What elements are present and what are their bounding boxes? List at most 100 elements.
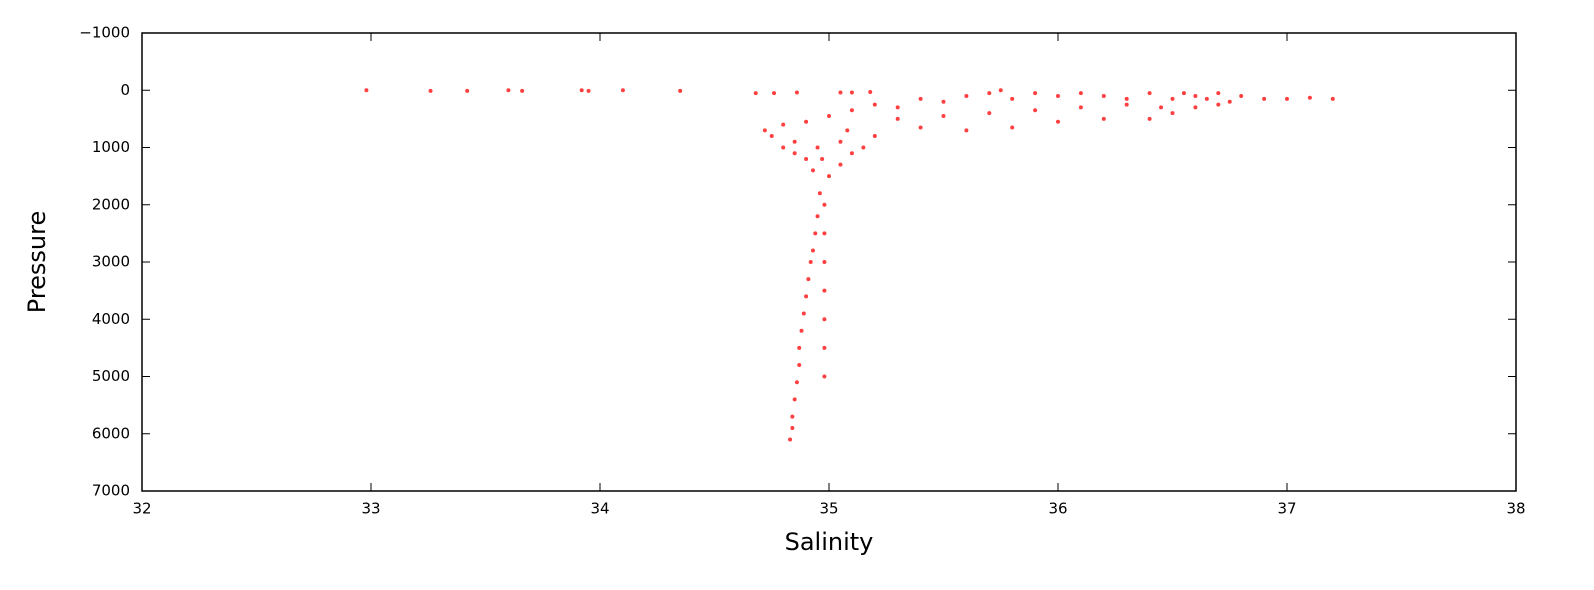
point [797,345,802,350]
point [769,134,774,139]
point [579,88,584,93]
point [838,139,843,144]
point [810,168,815,173]
point [1170,111,1175,116]
y-tick-label: 1000 [92,138,130,156]
point [964,93,969,98]
point [428,88,433,93]
point [918,96,923,101]
point [1010,96,1015,101]
point [1181,91,1186,96]
point [849,90,854,95]
y-tick-label: 2000 [92,195,130,213]
point [820,156,825,161]
point [815,145,820,150]
point [506,88,511,93]
point [794,380,799,385]
point [1101,93,1106,98]
point [1216,102,1221,107]
point [964,128,969,133]
point [753,91,758,96]
y-tick-label: −1000 [79,24,130,42]
point [790,426,795,431]
point [790,414,795,419]
point [1330,96,1335,101]
y-tick-label: 0 [120,81,130,99]
point [1193,93,1198,98]
point [804,156,809,161]
point [838,90,843,95]
point [1170,96,1175,101]
point [801,311,806,316]
point [1193,105,1198,110]
point [918,125,923,130]
point [827,114,831,119]
point [838,162,843,167]
y-tick-label: 6000 [92,424,130,442]
point [822,260,827,264]
point [808,260,813,264]
point [781,122,786,127]
y-tick-label: 5000 [92,367,130,385]
point [1056,93,1060,98]
point [794,90,799,95]
point [827,174,831,179]
point [792,139,797,144]
point [822,374,827,379]
point [1033,91,1038,96]
point [1239,93,1244,98]
x-tick-label: 37 [1277,500,1296,518]
point [520,88,525,93]
point [941,114,946,119]
point [586,88,591,93]
point [1033,108,1038,113]
point [813,231,818,236]
point [998,88,1003,93]
point [822,202,827,207]
y-tick-label: 4000 [92,310,130,328]
y-axis-title: Pressure [23,211,51,313]
point [868,89,873,94]
point [806,277,811,282]
point [1101,116,1106,121]
point [799,328,804,333]
point [1227,99,1232,104]
point [987,111,992,116]
point [822,231,827,236]
y-tick-label: 7000 [92,482,130,500]
point [620,88,625,93]
x-tick-label: 32 [132,500,151,518]
point [1147,91,1152,96]
point [1204,96,1209,101]
point [895,116,900,121]
point [1124,96,1129,101]
point [872,134,877,139]
point [822,288,827,293]
point [1078,91,1083,96]
point [845,128,850,133]
point [822,317,827,322]
point [1159,105,1164,110]
point [895,105,900,110]
point [810,248,815,253]
x-tick-label: 34 [590,500,609,518]
point [772,91,777,96]
point [792,397,797,402]
point [1307,95,1312,100]
point [1285,96,1289,101]
y-tick-label: 3000 [92,253,130,271]
point [987,91,992,96]
point [804,294,809,299]
x-tick-label: 36 [1048,500,1067,518]
point [788,437,793,442]
point [804,119,809,124]
point [1010,125,1015,130]
point [781,145,786,150]
point [849,151,854,156]
point [1078,105,1083,110]
point [872,102,877,107]
x-tick-label: 35 [819,500,838,518]
point [1262,96,1267,101]
point [678,88,683,93]
